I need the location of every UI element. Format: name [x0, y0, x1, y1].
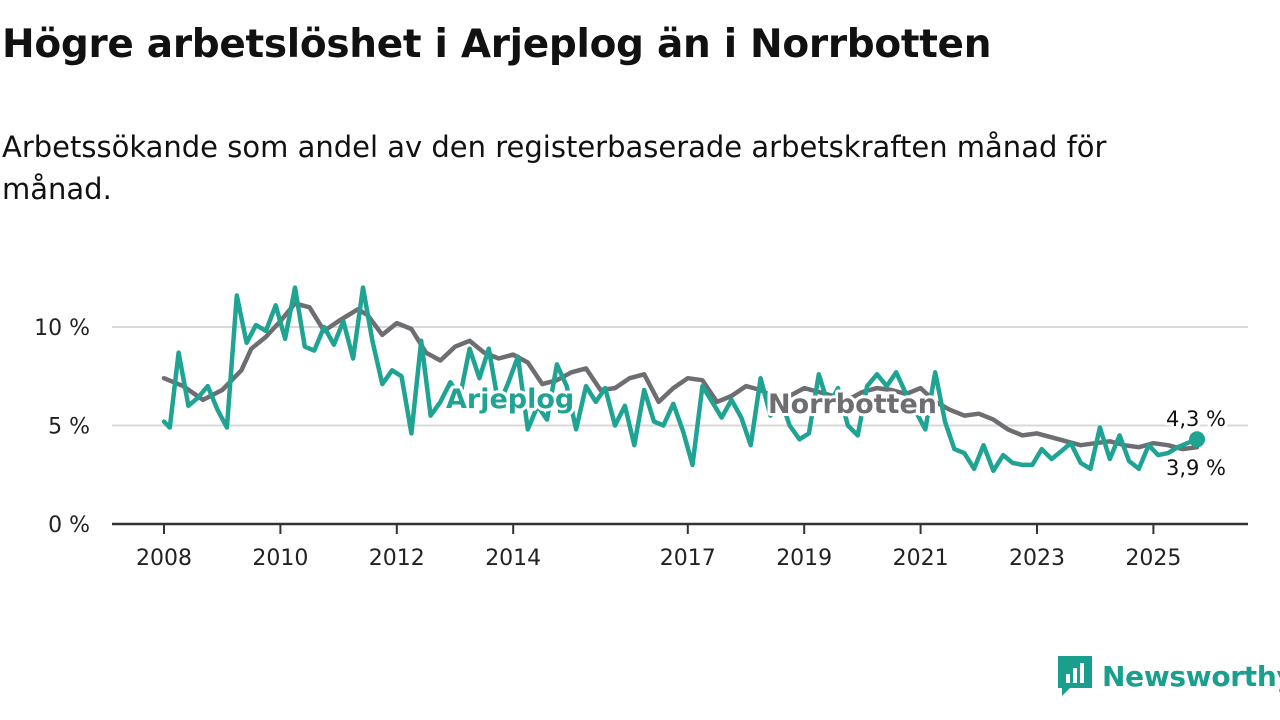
series-line-norrbotten — [161, 301, 1200, 452]
end-value-norrbotten: 3,9 %3,9 % — [1163, 453, 1229, 483]
x-tick-label: 2012 — [369, 546, 425, 571]
x-tick-label: 2010 — [252, 546, 308, 571]
line-chart: 0 %5 %10 % 2008 2010 2012 2014 2017 2019 2021 2… — [34, 285, 1248, 571]
gridlines — [112, 326, 1248, 427]
x-axis-ticks: 2008 2010 2012 2014 2017 2019 2021 2023 2025 — [136, 524, 1181, 571]
brand-name: Newsworthy — [1102, 659, 1280, 693]
y-tick-label: 5 % — [48, 415, 90, 440]
end-value-arjeplog-text: 4,3 % — [1166, 407, 1226, 431]
x-tick-label: 2025 — [1125, 546, 1181, 571]
y-axis-tick-labels: 0 % 5 % 10 % — [34, 316, 90, 538]
end-value-arjeplog-halo: 4,3 % — [1166, 407, 1226, 431]
end-value-norrbotten-text: 3,9 % — [1166, 456, 1226, 480]
x-tick-label: 2014 — [485, 546, 541, 571]
newsworthy-logo-icon — [1058, 656, 1092, 696]
x-tick-label: 2021 — [893, 546, 949, 571]
series-lines — [161, 285, 1206, 474]
series-label-arjeplog-text: Arjeplog — [446, 384, 574, 415]
series-line-arjeplog — [161, 285, 1200, 474]
chart-subtitle: Arbetssökande som andel av den registerb… — [2, 130, 1107, 206]
arjeplog-end-dot — [1189, 431, 1206, 448]
series-label-norrbotten-text: Norrbotten — [768, 389, 937, 420]
end-value-norrbotten-halo: 3,9 % — [1166, 456, 1226, 480]
newsworthy-logo[interactable]: Newsworthy — [1058, 655, 1280, 697]
y-tick-label: 10 % — [34, 316, 90, 341]
series-label-norrbotten-halo: Norrbotten — [768, 389, 937, 420]
y-tick-label: 0 % — [48, 513, 90, 538]
chart-title: Högre arbetslöshet i Arjeplog än i Norrb… — [2, 22, 992, 67]
x-tick-label: 2008 — [136, 546, 192, 571]
series-label-arjeplog-halo: Arjeplog — [446, 384, 574, 415]
x-tick-label: 2017 — [660, 546, 716, 571]
x-tick-label: 2023 — [1009, 546, 1065, 571]
end-value-arjeplog: 4,3 %4,3 % — [1163, 404, 1229, 434]
x-tick-label: 2019 — [776, 546, 832, 571]
